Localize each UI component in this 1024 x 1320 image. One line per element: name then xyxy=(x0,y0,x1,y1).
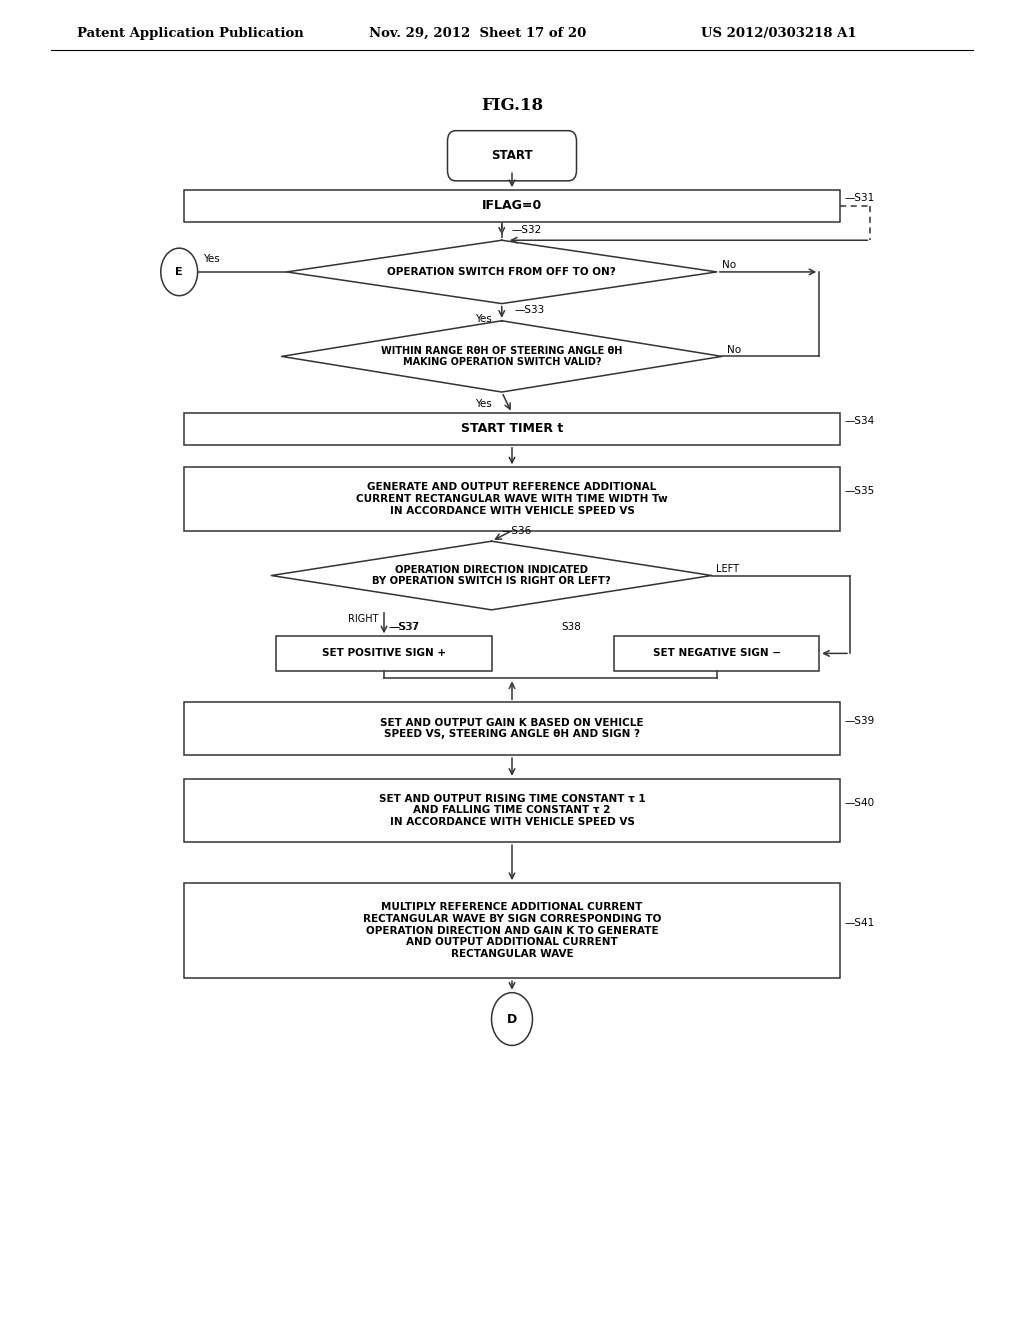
Text: GENERATE AND OUTPUT REFERENCE ADDITIONAL
CURRENT RECTANGULAR WAVE WITH TIME WIDT: GENERATE AND OUTPUT REFERENCE ADDITIONAL… xyxy=(356,482,668,516)
Text: —S35: —S35 xyxy=(845,486,876,496)
Bar xyxy=(184,883,840,978)
Text: IFLAG=0: IFLAG=0 xyxy=(482,199,542,213)
Text: RIGHT: RIGHT xyxy=(348,614,379,624)
Text: Patent Application Publication: Patent Application Publication xyxy=(77,26,303,40)
Text: START TIMER t: START TIMER t xyxy=(461,422,563,436)
Text: D: D xyxy=(507,1012,517,1026)
Text: —S37: —S37 xyxy=(388,622,419,632)
Bar xyxy=(184,467,840,531)
Text: —S39: —S39 xyxy=(845,715,876,726)
Text: —S31: —S31 xyxy=(845,193,876,203)
Text: Nov. 29, 2012  Sheet 17 of 20: Nov. 29, 2012 Sheet 17 of 20 xyxy=(369,26,586,40)
Polygon shape xyxy=(271,541,712,610)
Text: E: E xyxy=(175,267,183,277)
Text: SET NEGATIVE SIGN −: SET NEGATIVE SIGN − xyxy=(653,648,780,659)
Bar xyxy=(184,190,840,222)
Bar xyxy=(614,636,819,671)
Text: Yes: Yes xyxy=(203,253,219,264)
Text: Yes: Yes xyxy=(475,399,492,409)
Text: No: No xyxy=(727,345,741,355)
Text: Yes: Yes xyxy=(475,314,492,325)
Text: SET POSITIVE SIGN +: SET POSITIVE SIGN + xyxy=(322,648,446,659)
Polygon shape xyxy=(282,321,722,392)
Text: —S33: —S33 xyxy=(514,305,545,315)
Bar xyxy=(184,779,840,842)
Text: LEFT: LEFT xyxy=(716,564,738,574)
Text: No: No xyxy=(722,260,736,271)
Circle shape xyxy=(492,993,532,1045)
Text: SET AND OUTPUT RISING TIME CONSTANT τ 1
AND FALLING TIME CONSTANT τ 2
IN ACCORDA: SET AND OUTPUT RISING TIME CONSTANT τ 1 … xyxy=(379,793,645,828)
Text: —S34: —S34 xyxy=(845,416,876,426)
Text: —S37: —S37 xyxy=(389,622,420,632)
Circle shape xyxy=(161,248,198,296)
Text: US 2012/0303218 A1: US 2012/0303218 A1 xyxy=(701,26,857,40)
Text: OPERATION DIRECTION INDICATED
BY OPERATION SWITCH IS RIGHT OR LEFT?: OPERATION DIRECTION INDICATED BY OPERATI… xyxy=(372,565,611,586)
Text: OPERATION SWITCH FROM OFF TO ON?: OPERATION SWITCH FROM OFF TO ON? xyxy=(387,267,616,277)
Text: MULTIPLY REFERENCE ADDITIONAL CURRENT
RECTANGULAR WAVE BY SIGN CORRESPONDING TO
: MULTIPLY REFERENCE ADDITIONAL CURRENT RE… xyxy=(362,903,662,958)
Text: SET AND OUTPUT GAIN K BASED ON VEHICLE
SPEED VS, STEERING ANGLE θH AND SIGN ?: SET AND OUTPUT GAIN K BASED ON VEHICLE S… xyxy=(380,718,644,739)
Text: —S36: —S36 xyxy=(502,525,532,536)
Text: S38: S38 xyxy=(561,622,581,632)
Bar xyxy=(184,413,840,445)
Text: —S32: —S32 xyxy=(512,224,543,235)
Polygon shape xyxy=(287,240,717,304)
Text: —S40: —S40 xyxy=(845,797,874,808)
Text: FIG.18: FIG.18 xyxy=(481,98,543,114)
Text: WITHIN RANGE RθH OF STEERING ANGLE θH
MAKING OPERATION SWITCH VALID?: WITHIN RANGE RθH OF STEERING ANGLE θH MA… xyxy=(381,346,623,367)
Bar xyxy=(276,636,492,671)
Text: —S41: —S41 xyxy=(845,917,876,928)
Bar xyxy=(184,702,840,755)
FancyBboxPatch shape xyxy=(447,131,577,181)
Text: START: START xyxy=(492,149,532,162)
